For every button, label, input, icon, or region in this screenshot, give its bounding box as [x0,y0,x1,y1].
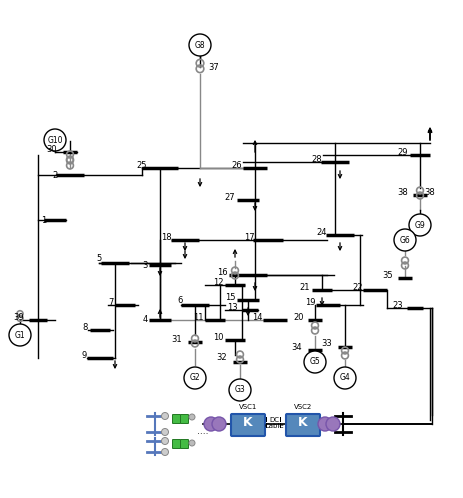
Circle shape [325,417,339,431]
Text: 10: 10 [213,333,224,342]
Circle shape [333,367,355,389]
Text: 11: 11 [193,313,204,322]
Text: G5: G5 [309,358,319,367]
Text: 13: 13 [227,302,238,312]
Text: 15: 15 [225,292,236,301]
FancyBboxPatch shape [285,414,319,436]
Circle shape [408,214,430,236]
Circle shape [161,428,168,435]
Text: 33: 33 [320,340,332,349]
Text: 3: 3 [142,260,148,269]
Circle shape [317,417,332,431]
Circle shape [229,379,250,401]
Text: 17: 17 [244,233,255,242]
Text: 28: 28 [311,154,321,163]
Circle shape [188,440,194,446]
Circle shape [161,412,168,419]
Bar [279,423,281,428]
Text: 6: 6 [177,295,182,304]
FancyBboxPatch shape [172,414,180,423]
Text: 39: 39 [13,313,24,322]
FancyBboxPatch shape [180,440,188,449]
Text: 14: 14 [252,313,263,322]
Text: 38: 38 [423,188,434,197]
Text: $\mathbf{K}$: $\mathbf{K}$ [242,416,253,429]
Text: 7: 7 [108,297,114,306]
Text: 1: 1 [41,216,46,225]
FancyBboxPatch shape [231,414,264,436]
Text: 38: 38 [396,188,407,197]
Text: G8: G8 [194,40,205,49]
Text: G2: G2 [189,374,200,382]
Text: 35: 35 [382,270,392,279]
Text: VSC2: VSC2 [293,404,312,410]
Text: 2: 2 [53,170,58,179]
Text: 12: 12 [213,277,224,286]
Text: 25: 25 [136,160,147,169]
Text: 4: 4 [143,316,148,325]
Text: 31: 31 [171,335,181,344]
Text: 20: 20 [293,313,303,322]
Text: G10: G10 [47,135,63,144]
Text: 5: 5 [97,253,102,262]
Text: DC: DC [269,417,278,423]
Text: 19: 19 [305,297,315,306]
Text: ....: .... [197,427,208,437]
Text: VSC1: VSC1 [238,404,257,410]
Circle shape [212,417,225,431]
Text: 30: 30 [46,144,57,153]
Text: 8: 8 [82,323,88,332]
Text: 26: 26 [231,160,242,169]
Text: G9: G9 [414,221,425,230]
Text: 27: 27 [224,193,234,202]
Circle shape [184,367,206,389]
Text: 9: 9 [81,351,87,360]
Circle shape [188,414,194,420]
Text: G3: G3 [234,385,245,394]
Text: 22: 22 [352,282,362,291]
Circle shape [161,449,168,456]
Circle shape [303,351,325,373]
Bar [279,417,281,422]
Text: 24: 24 [316,228,326,237]
Text: Cable: Cable [263,423,283,429]
Text: 32: 32 [216,354,226,363]
FancyBboxPatch shape [172,440,180,449]
Circle shape [161,438,168,445]
Circle shape [44,129,66,151]
Text: G1: G1 [15,331,25,340]
Circle shape [9,324,31,346]
Circle shape [393,229,415,251]
Text: 18: 18 [161,233,172,242]
Text: 23: 23 [392,300,402,309]
Circle shape [204,417,218,431]
Text: 37: 37 [207,63,218,72]
Text: 21: 21 [299,282,309,291]
Bar [265,423,267,428]
Text: 29: 29 [397,147,407,156]
Text: 34: 34 [291,343,301,352]
Circle shape [188,34,211,56]
Text: G6: G6 [399,236,409,245]
Text: 16: 16 [217,267,227,276]
Bar [265,417,267,422]
Text: $\mathbf{K}$: $\mathbf{K}$ [296,416,308,429]
FancyBboxPatch shape [180,414,188,423]
Text: G4: G4 [339,374,350,382]
